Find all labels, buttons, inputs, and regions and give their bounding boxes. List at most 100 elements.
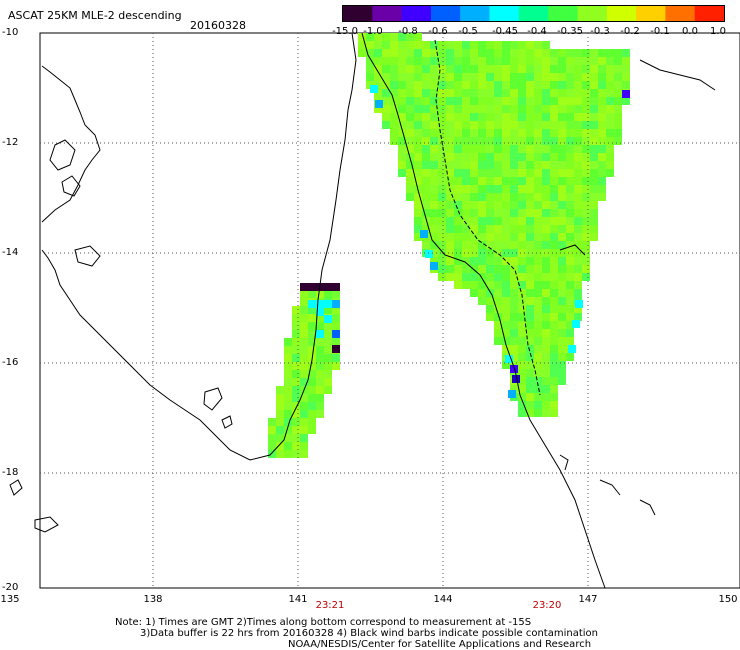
data-cell xyxy=(558,65,566,73)
data-cell xyxy=(494,297,502,305)
data-cell xyxy=(550,193,558,201)
data-cell xyxy=(414,161,422,169)
data-cell xyxy=(446,193,454,201)
data-cell xyxy=(462,73,470,81)
data-cell xyxy=(574,89,582,97)
data-cell xyxy=(574,265,582,273)
data-cell xyxy=(518,121,526,129)
data-cell xyxy=(574,177,582,185)
colorbar-label: -0.3 xyxy=(590,26,610,37)
data-cell xyxy=(518,321,526,329)
data-cell xyxy=(486,313,494,321)
data-cell xyxy=(454,81,462,89)
data-cell xyxy=(284,402,292,410)
data-cell xyxy=(550,185,558,193)
data-cell xyxy=(478,73,486,81)
data-cell xyxy=(446,41,454,49)
data-cell xyxy=(542,217,550,225)
data-cell xyxy=(478,257,486,265)
data-cell xyxy=(422,105,430,113)
data-cell xyxy=(534,393,542,401)
data-cell xyxy=(566,337,574,345)
data-cell xyxy=(518,193,526,201)
data-cell xyxy=(422,217,430,225)
data-cell xyxy=(614,137,622,145)
data-cell xyxy=(502,153,510,161)
data-cell xyxy=(494,225,502,233)
data-cell xyxy=(446,105,454,113)
data-cell xyxy=(390,41,398,49)
data-cell xyxy=(558,281,566,289)
data-cell xyxy=(502,161,510,169)
data-cell xyxy=(534,89,542,97)
data-cell xyxy=(510,305,518,313)
data-cell xyxy=(550,225,558,233)
data-cell xyxy=(518,153,526,161)
data-cell xyxy=(454,49,462,57)
data-cell xyxy=(292,306,300,314)
data-cell xyxy=(566,97,574,105)
data-cell xyxy=(502,41,510,49)
data-cell xyxy=(558,177,566,185)
data-cell xyxy=(534,137,542,145)
data-cell xyxy=(430,161,438,169)
data-cell xyxy=(406,137,414,145)
data-cell xyxy=(398,153,406,161)
data-cell xyxy=(398,33,406,41)
data-cell xyxy=(542,249,550,257)
data-cell xyxy=(308,283,316,291)
data-cell xyxy=(590,185,598,193)
data-cell xyxy=(430,121,438,129)
data-cell xyxy=(590,201,598,209)
data-cell xyxy=(478,273,486,281)
data-cell xyxy=(486,209,494,217)
data-cell xyxy=(438,169,446,177)
data-cell xyxy=(324,330,332,338)
data-cell xyxy=(510,289,518,297)
data-cell xyxy=(590,113,598,121)
data-cell xyxy=(382,113,390,121)
data-cell xyxy=(486,257,494,265)
data-cell xyxy=(534,49,542,57)
data-cell xyxy=(598,129,606,137)
data-cell xyxy=(454,177,462,185)
data-cell xyxy=(598,169,606,177)
data-cell xyxy=(598,145,606,153)
data-cell xyxy=(518,393,526,401)
lat-label: -16 xyxy=(2,357,19,368)
data-cell xyxy=(462,81,470,89)
data-cell xyxy=(550,353,558,361)
data-cell xyxy=(366,41,374,49)
data-cell xyxy=(502,305,510,313)
data-cell xyxy=(502,217,510,225)
data-cell xyxy=(502,313,510,321)
data-cell xyxy=(598,105,606,113)
data-cell xyxy=(438,97,446,105)
data-cell xyxy=(454,65,462,73)
data-cell xyxy=(478,289,486,297)
data-cell xyxy=(566,145,574,153)
data-cell xyxy=(566,129,574,137)
data-cell xyxy=(308,346,316,354)
data-cell xyxy=(406,105,414,113)
data-cell xyxy=(414,169,422,177)
data-cell xyxy=(558,49,566,57)
data-cell xyxy=(558,217,566,225)
data-cell xyxy=(606,89,614,97)
data-cell xyxy=(390,113,398,121)
data-cell xyxy=(534,233,542,241)
data-cell xyxy=(422,129,430,137)
data-cell xyxy=(478,105,486,113)
data-cell xyxy=(574,81,582,89)
data-cell xyxy=(332,345,340,353)
data-cell xyxy=(542,177,550,185)
data-cell xyxy=(406,169,414,177)
data-cell xyxy=(558,105,566,113)
data-cell xyxy=(526,73,534,81)
data-cell xyxy=(454,89,462,97)
data-cell xyxy=(574,273,582,281)
data-cell xyxy=(316,362,324,370)
data-cell xyxy=(292,434,300,442)
data-cell xyxy=(478,153,486,161)
data-cell xyxy=(422,121,430,129)
